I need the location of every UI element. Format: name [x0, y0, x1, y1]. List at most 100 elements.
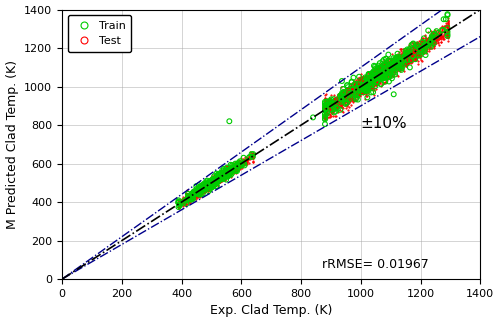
Point	[444, 26, 452, 31]
Point	[386, 64, 394, 69]
Point	[362, 78, 370, 83]
Point	[420, 47, 428, 52]
Point	[220, 171, 228, 176]
Point	[416, 42, 424, 47]
Point	[196, 189, 203, 194]
Point	[197, 185, 205, 191]
Point	[376, 68, 384, 73]
Point	[412, 43, 420, 48]
Point	[190, 190, 198, 195]
Point	[227, 167, 235, 172]
Point	[227, 174, 235, 179]
Point	[359, 85, 367, 90]
Point	[187, 194, 195, 199]
Point	[243, 157, 251, 162]
Point	[187, 191, 195, 196]
Point	[207, 180, 215, 185]
Point	[214, 179, 222, 184]
Point	[205, 184, 213, 190]
Point	[206, 183, 214, 189]
Point	[195, 186, 203, 191]
Point	[404, 57, 411, 63]
Point	[206, 180, 214, 185]
Point	[390, 68, 398, 74]
Point	[206, 186, 214, 191]
Point	[375, 64, 383, 69]
Point	[380, 73, 388, 78]
Point	[221, 169, 229, 174]
Point	[226, 171, 234, 176]
Point	[370, 72, 378, 77]
Point	[380, 66, 388, 71]
Point	[220, 174, 228, 179]
Point	[375, 73, 383, 78]
Point	[321, 114, 329, 120]
Point	[214, 178, 222, 183]
Point	[230, 165, 238, 170]
Point	[362, 77, 370, 82]
Point	[360, 79, 368, 85]
Point	[321, 99, 329, 104]
Point	[374, 78, 382, 83]
Point	[216, 176, 224, 181]
Point	[422, 39, 430, 44]
Point	[208, 185, 216, 190]
Point	[218, 169, 226, 174]
Point	[202, 182, 210, 188]
Point	[378, 70, 386, 76]
Point	[370, 72, 378, 78]
Point	[202, 182, 209, 187]
Point	[334, 95, 342, 100]
Point	[360, 89, 368, 94]
Point	[194, 191, 202, 196]
Point	[321, 103, 329, 108]
Point	[176, 199, 184, 204]
Point	[321, 115, 329, 120]
Point	[240, 158, 248, 163]
Point	[424, 43, 432, 48]
Point	[422, 44, 430, 49]
Point	[189, 191, 197, 196]
Point	[309, 115, 317, 120]
Point	[212, 179, 220, 184]
Point	[344, 90, 352, 96]
Point	[378, 69, 386, 74]
Point	[214, 178, 222, 183]
Point	[224, 171, 232, 176]
Point	[375, 68, 383, 73]
Point	[242, 157, 250, 162]
Point	[243, 160, 251, 165]
Point	[207, 174, 215, 180]
Point	[326, 111, 334, 116]
Point	[390, 65, 398, 70]
Point	[176, 199, 184, 204]
Point	[199, 184, 207, 190]
Point	[327, 97, 335, 102]
Point	[188, 195, 196, 201]
Point	[210, 181, 218, 186]
Point	[196, 187, 203, 193]
Point	[226, 166, 234, 171]
Point	[340, 98, 348, 103]
Point	[361, 85, 369, 90]
Point	[216, 177, 224, 182]
Point	[218, 171, 226, 176]
Point	[348, 89, 356, 94]
Point	[364, 77, 372, 82]
Point	[326, 106, 334, 111]
Point	[322, 100, 330, 105]
Point	[382, 59, 390, 64]
Point	[375, 76, 383, 81]
Point	[210, 177, 218, 182]
Point	[390, 63, 398, 68]
Point	[249, 156, 257, 161]
Point	[362, 83, 370, 88]
Point	[374, 72, 382, 77]
Point	[332, 96, 340, 101]
Point	[362, 76, 370, 81]
Point	[326, 105, 334, 110]
Point	[350, 90, 358, 95]
Point	[231, 165, 239, 171]
Point	[204, 183, 212, 188]
Point	[198, 186, 206, 191]
